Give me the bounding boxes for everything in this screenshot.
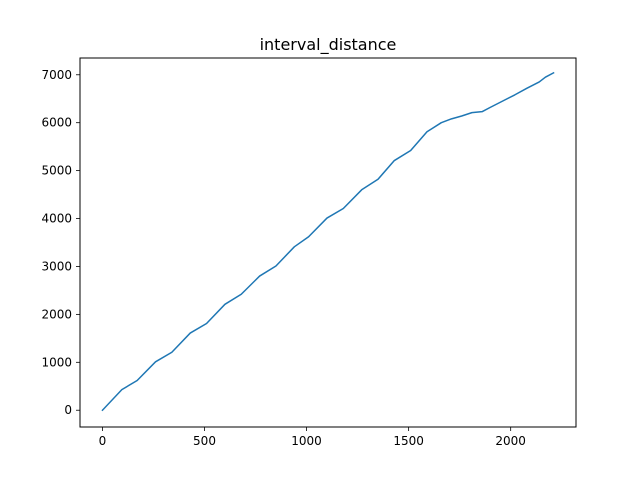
plot-frame <box>79 57 577 428</box>
x-tick-label: 500 <box>193 434 216 448</box>
x-tick-label: 2000 <box>495 434 526 448</box>
y-tick-label: 2000 <box>41 307 72 321</box>
plot-area <box>101 71 555 412</box>
y-tick-label: 3000 <box>41 259 72 273</box>
chart-title: interval_distance <box>260 35 397 55</box>
y-tick-label: 1000 <box>41 355 72 369</box>
x-tick-label: 1500 <box>393 434 424 448</box>
y-tick-label: 5000 <box>41 164 72 178</box>
y-tick-label: 7000 <box>41 68 72 82</box>
y-tick-label: 0 <box>64 403 72 417</box>
x-tick-label: 0 <box>99 434 107 448</box>
y-tick-label: 4000 <box>41 212 72 226</box>
x-tick-label: 1000 <box>291 434 322 448</box>
axes: 0 500 1000 1500 2000 0 1000 2000 3000 4000 5000 600… <box>41 57 577 448</box>
y-tick-label: 6000 <box>41 116 72 130</box>
series-line-0 <box>101 71 555 412</box>
